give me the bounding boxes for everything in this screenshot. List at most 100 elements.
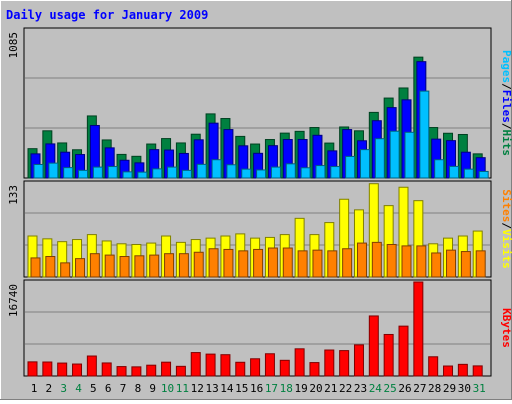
bar-kbytes-day-10 xyxy=(161,361,172,377)
bar-pages-day-17 xyxy=(270,166,281,179)
bar-pages-day-10 xyxy=(167,166,178,179)
bar-pages-day-21 xyxy=(330,166,341,179)
x-tick-label: 10 xyxy=(161,382,174,395)
bar-kbytes-day-5 xyxy=(86,355,97,377)
x-axis-labels: 1 2 3 4 5 6 7 8 9 10 11 12 13 14 15 16 17 18 19 20 21 22 23 24 2… xyxy=(31,382,486,395)
bar-sites-day-30 xyxy=(460,251,471,278)
bar-kbytes-day-18 xyxy=(279,359,290,377)
x-tick-label: 8 xyxy=(135,382,142,395)
bar-sites-day-16 xyxy=(253,248,264,278)
x-tick-label: 4 xyxy=(75,382,82,395)
x-tick-label: 5 xyxy=(90,382,97,395)
bar-pages-day-18 xyxy=(285,163,296,179)
bar-kbytes-day-11 xyxy=(175,365,186,377)
bar-pages-day-28 xyxy=(434,159,445,179)
bar-kbytes-day-1 xyxy=(27,361,38,377)
bar-sites-day-9 xyxy=(149,254,160,278)
x-tick-label: 18 xyxy=(280,382,293,395)
legend-label-part: / xyxy=(500,83,512,90)
bar-sites-day-28 xyxy=(431,252,442,278)
x-tick-label: 29 xyxy=(443,382,456,395)
legend-label-part: Files xyxy=(500,90,512,123)
bar-pages-day-6 xyxy=(107,166,118,179)
bar-pages-day-13 xyxy=(211,159,222,179)
bar-kbytes-day-14 xyxy=(220,354,231,377)
bar-kbytes-day-22 xyxy=(339,350,350,377)
bar-pages-day-24 xyxy=(374,138,385,179)
x-tick-label: 14 xyxy=(220,382,234,395)
bar-sites-day-8 xyxy=(134,255,145,278)
legend-label-part: / xyxy=(500,222,512,229)
panel-visits-legend: Sites/Visits xyxy=(500,189,512,269)
bar-pages-day-23 xyxy=(359,149,370,179)
bar-kbytes-day-15 xyxy=(235,361,246,377)
bar-sites-day-24 xyxy=(371,241,382,278)
bar-kbytes-day-8 xyxy=(131,366,142,377)
x-tick-label: 12 xyxy=(191,382,204,395)
bar-kbytes-day-28 xyxy=(428,356,439,377)
bar-sites-day-15 xyxy=(238,250,249,278)
legend-label-part: Sites xyxy=(500,189,512,222)
bar-kbytes-day-24 xyxy=(368,315,379,377)
x-tick-label: 13 xyxy=(205,382,218,395)
bar-pages-day-2 xyxy=(48,162,59,179)
bar-kbytes-day-25 xyxy=(383,333,394,377)
bar-sites-day-31 xyxy=(475,250,486,278)
bar-pages-day-8 xyxy=(137,171,148,179)
x-tick-label: 3 xyxy=(60,382,67,395)
bar-sites-day-18 xyxy=(282,247,293,278)
x-tick-label: 16 xyxy=(250,382,263,395)
x-tick-label: 2 xyxy=(46,382,53,395)
legend-label-part: / xyxy=(500,123,512,130)
bar-sites-day-10 xyxy=(164,253,175,278)
bar-kbytes-day-13 xyxy=(205,353,216,377)
bar-pages-day-3 xyxy=(63,167,74,179)
panel-visits-max-label: 133 xyxy=(7,185,20,205)
panel-kbytes-max-label: 16740 xyxy=(7,284,20,317)
bar-sites-day-2 xyxy=(45,256,56,278)
series-kbytes xyxy=(27,281,483,377)
bar-pages-day-11 xyxy=(181,169,192,179)
bar-sites-day-4 xyxy=(75,258,86,278)
panel-visits: 133 Sites/Visits xyxy=(7,180,512,278)
x-tick-label: 17 xyxy=(265,382,278,395)
x-tick-label: 26 xyxy=(398,382,411,395)
bar-kbytes-day-3 xyxy=(57,362,68,377)
bar-kbytes-day-12 xyxy=(190,352,201,377)
x-tick-label: 25 xyxy=(384,382,397,395)
bar-pages-day-22 xyxy=(345,155,356,179)
bar-pages-day-9 xyxy=(152,168,163,179)
bar-sites-day-29 xyxy=(446,249,457,278)
panel-kbytes: 16740 KBytes xyxy=(7,279,512,377)
bar-pages-day-27 xyxy=(419,90,430,179)
bar-sites-day-3 xyxy=(60,262,71,278)
x-tick-label: 19 xyxy=(294,382,307,395)
bar-sites-day-6 xyxy=(104,254,115,278)
bar-sites-day-26 xyxy=(401,245,412,278)
bar-pages-day-26 xyxy=(404,131,415,179)
panel-kbytes-legend: KBytes xyxy=(500,308,512,348)
x-tick-label: 21 xyxy=(324,382,337,395)
bar-kbytes-day-27 xyxy=(413,281,424,377)
bar-sites-day-11 xyxy=(178,253,189,278)
bar-sites-day-12 xyxy=(193,251,204,278)
bar-kbytes-day-26 xyxy=(398,325,409,377)
bar-sites-day-5 xyxy=(89,253,100,278)
x-tick-label: 20 xyxy=(309,382,322,395)
x-tick-label: 31 xyxy=(473,382,486,395)
bar-kbytes-day-4 xyxy=(72,363,83,377)
x-tick-label: 30 xyxy=(458,382,471,395)
bar-sites-day-21 xyxy=(327,250,338,278)
bar-pages-day-1 xyxy=(33,163,44,179)
bar-pages-day-25 xyxy=(389,130,400,179)
bar-kbytes-day-19 xyxy=(294,348,305,377)
x-tick-label: 1 xyxy=(31,382,38,395)
bar-pages-day-19 xyxy=(300,167,311,179)
bar-pages-day-15 xyxy=(241,168,252,179)
bar-pages-day-14 xyxy=(226,164,237,179)
bar-sites-day-23 xyxy=(356,242,367,278)
x-tick-label: 11 xyxy=(176,382,189,395)
bar-kbytes-day-31 xyxy=(472,365,483,377)
